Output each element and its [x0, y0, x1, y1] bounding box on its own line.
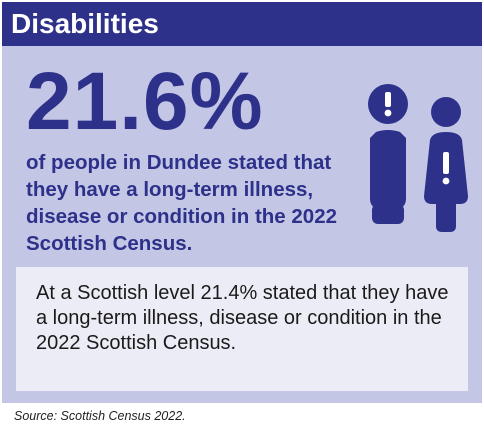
header-title: Disabilities: [11, 8, 159, 39]
scottish-level-note: At a Scottish level 21.4% stated that th…: [16, 267, 468, 391]
stat-value: 21.6%: [26, 56, 264, 147]
two-people-exclamation-icon: [368, 84, 468, 232]
source-citation: Source: Scottish Census 2022.: [14, 409, 186, 423]
header-bar: Disabilities: [2, 2, 482, 46]
note-text: At a Scottish level 21.4% stated that th…: [36, 282, 449, 354]
disabilities-card: Disabilities 21.6% of people in Dundee s…: [2, 2, 482, 403]
stat-description: of people in Dundee stated that they hav…: [26, 151, 338, 255]
